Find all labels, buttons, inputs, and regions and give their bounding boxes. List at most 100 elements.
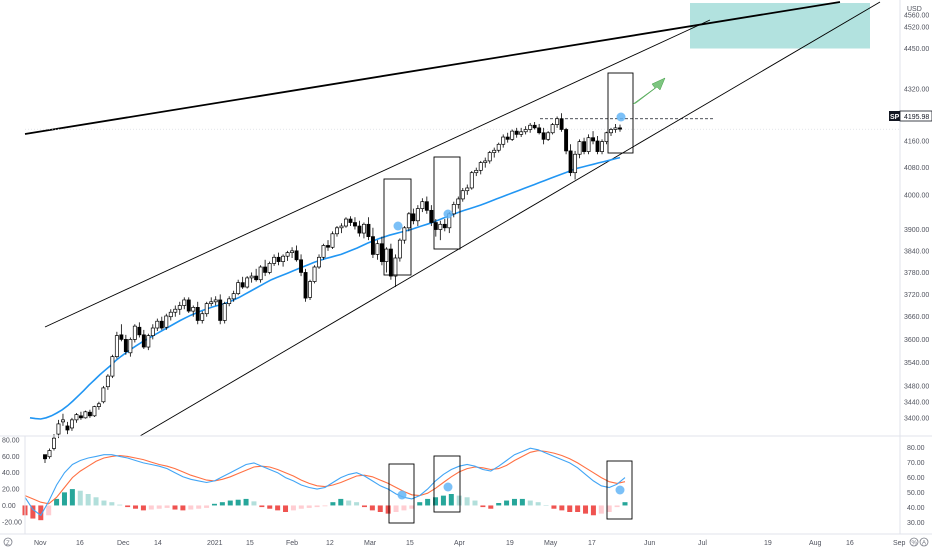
target-arrow[interactable] xyxy=(632,77,666,105)
log-scale-icon[interactable]: A xyxy=(919,537,929,547)
macd-histogram-bar xyxy=(251,501,257,506)
candle xyxy=(510,129,515,141)
candle-body-down xyxy=(366,223,371,237)
macd-histogram-bar xyxy=(290,505,296,511)
candle-body-down xyxy=(379,243,384,262)
candle xyxy=(119,324,124,342)
candle xyxy=(532,121,537,130)
macd-histogram-bar xyxy=(622,502,628,506)
candle xyxy=(213,296,218,306)
candle-body-up xyxy=(83,411,88,419)
macd-histogram-bar xyxy=(519,498,525,506)
candle-body-up xyxy=(586,137,591,152)
highlight-box[interactable] xyxy=(433,156,461,250)
price-tick-label: 4520.00 xyxy=(904,25,929,32)
macd-signal-marker[interactable] xyxy=(615,485,625,495)
price-tick-label: 4320.00 xyxy=(904,87,929,94)
time-tick-label: Jun xyxy=(644,540,655,547)
candle-body-up xyxy=(231,293,236,300)
long-resistance-line[interactable] xyxy=(24,1,841,135)
macd-histogram-bar xyxy=(543,505,549,506)
price-tick-label: 4450.00 xyxy=(904,46,929,53)
price-panel[interactable] xyxy=(24,1,900,463)
candle xyxy=(146,333,151,351)
candle xyxy=(397,238,402,262)
macd-histogram-bar xyxy=(54,498,60,506)
candle xyxy=(600,139,604,155)
signal-marker[interactable] xyxy=(443,209,453,219)
candle-body-up xyxy=(312,266,317,282)
candle xyxy=(141,329,146,349)
macd-histogram-bar xyxy=(440,495,446,506)
macd-histogram-bar xyxy=(156,505,162,509)
time-axis[interactable]: Nov 16 Dec 14 2021 15 Feb 12 Mar 15 Apr 19 May 17 Jun J… xyxy=(34,540,906,547)
timezone-icon[interactable]: Z xyxy=(3,537,13,547)
candle-body-up xyxy=(110,356,115,377)
candle xyxy=(487,150,492,164)
signal-marker[interactable] xyxy=(393,221,403,231)
candle-body-down xyxy=(299,259,304,273)
macd-signal-marker[interactable] xyxy=(443,482,453,492)
macd-histogram-bar xyxy=(172,505,178,510)
candle-body-down xyxy=(159,320,164,329)
signal-marker[interactable] xyxy=(616,112,626,122)
candle-body-up xyxy=(510,130,515,140)
time-tick-label: 15 xyxy=(246,540,254,547)
candle xyxy=(312,265,317,284)
candle-body-down xyxy=(141,334,146,348)
candle-body-up xyxy=(52,437,56,449)
lower-channel-line[interactable] xyxy=(139,1,881,437)
macd-left-tick-label: 40.00 xyxy=(2,470,20,477)
candle xyxy=(375,240,380,260)
macd-highlight-box[interactable] xyxy=(606,460,633,520)
candle xyxy=(290,247,295,258)
macd-right-tick-label: 30.00 xyxy=(907,520,925,527)
candle-body-down xyxy=(559,118,564,130)
macd-signal-marker[interactable] xyxy=(397,490,407,500)
candle xyxy=(321,243,326,260)
highlight-box[interactable] xyxy=(607,72,634,154)
candle-body-up xyxy=(92,406,97,417)
auto-scale-icon[interactable]: % xyxy=(909,537,919,547)
candle xyxy=(357,220,362,237)
macd-histogram-bar xyxy=(480,505,486,508)
upper-channel-line[interactable] xyxy=(44,19,711,328)
candle xyxy=(388,243,393,280)
candle xyxy=(47,448,52,459)
macd-left-tick-label: 0.00 xyxy=(2,503,16,510)
candle-body-down xyxy=(514,130,519,135)
candle xyxy=(555,116,560,128)
macd-histogram-bar xyxy=(267,505,273,509)
macd-panel[interactable] xyxy=(22,447,633,524)
macd-histogram-bar xyxy=(606,505,612,512)
candle-body-up xyxy=(267,263,272,273)
target-zone[interactable] xyxy=(690,3,870,49)
price-tick-label: 3780.00 xyxy=(904,270,929,277)
macd-histogram-bar xyxy=(164,505,170,508)
price-badge-text: 4195.98 xyxy=(904,114,929,121)
macd-histogram-bar xyxy=(504,500,510,506)
candle-body-down xyxy=(263,266,268,273)
macd-highlight-box[interactable] xyxy=(388,463,415,524)
candle xyxy=(83,410,88,419)
candle xyxy=(231,290,236,302)
candle xyxy=(159,316,164,330)
candle-body-up xyxy=(308,281,312,298)
time-tick-label: Aug xyxy=(809,540,822,547)
candle-body-down xyxy=(240,282,245,288)
macd-right-tick-label: 40.00 xyxy=(907,505,925,512)
candle-body-up xyxy=(555,118,560,125)
candle-body-down xyxy=(119,334,124,340)
time-tick-label: 16 xyxy=(846,540,854,547)
candle-body-up xyxy=(321,245,326,258)
candle xyxy=(164,313,169,330)
macd-highlight-box[interactable] xyxy=(433,455,461,513)
candle xyxy=(56,419,61,439)
candle xyxy=(411,208,416,225)
macd-histogram-bar xyxy=(109,502,115,506)
macd-histogram-bar xyxy=(598,505,604,514)
candle-body-up xyxy=(528,124,533,130)
highlight-box[interactable] xyxy=(383,178,412,276)
macd-histogram-bar xyxy=(456,495,462,506)
